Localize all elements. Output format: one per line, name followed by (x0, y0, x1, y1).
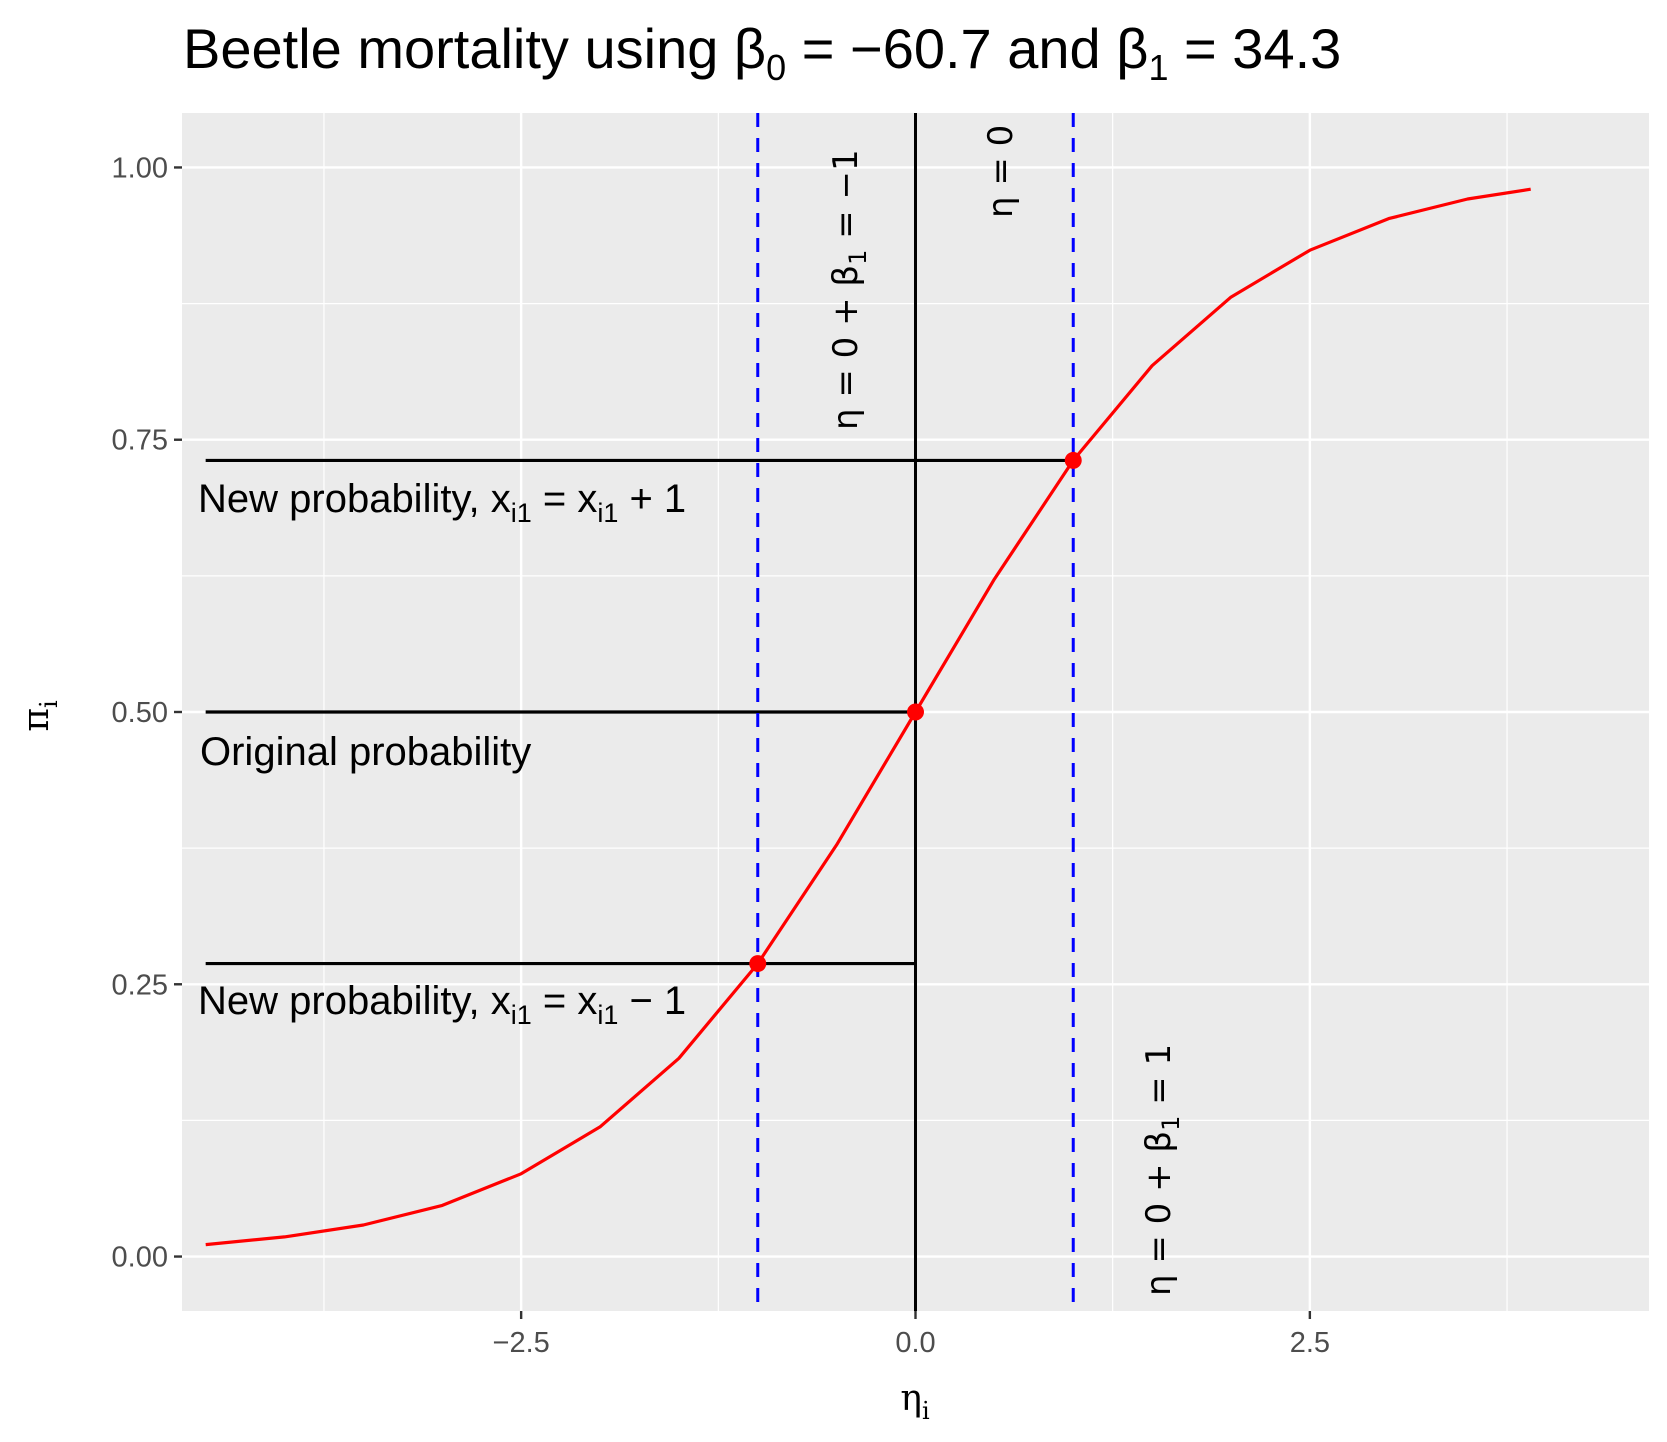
y-tick-label: 0.00 (112, 1242, 168, 1274)
y-axis-title: πi (16, 700, 63, 732)
annotation-subscript: i1 (597, 1000, 618, 1030)
data-point (1064, 451, 1082, 469)
chart-title-part: = −60.7 and β (786, 17, 1148, 80)
annotation-subscript: i1 (597, 498, 618, 528)
logistic-curve-line (205, 187, 1531, 1247)
data-point (749, 955, 767, 973)
chart-title-subscript: 0 (766, 47, 786, 88)
x-axis-title-subscript: i (922, 1397, 930, 1425)
chart-title-part: Beetle mortality using β (183, 17, 766, 80)
annotation-part: = x (532, 477, 598, 521)
series-lines (205, 187, 1531, 1247)
annotation-subscript: i1 (511, 1000, 532, 1030)
annotation-new-prob-plus: New probability, xi1 = xi1 + 1 (198, 477, 686, 528)
y-tick-label: 0.50 (112, 697, 168, 729)
annotation-part: η = 0 + β (1139, 1131, 1179, 1296)
annotation-eta-plus-one: η = 0 + β1 = 1 (1139, 1044, 1185, 1296)
x-tick-label: −2.5 (493, 1327, 550, 1359)
annotation-part: New probability, x (198, 477, 511, 521)
annotation-part: η = 0 + β (826, 265, 866, 430)
y-tick-label: 0.75 (112, 425, 168, 457)
annotation-original-prob: Original probability (200, 730, 531, 774)
x-tick-label: 0.0 (895, 1327, 935, 1359)
chart-title: Beetle mortality using β0 = −60.7 and β1… (183, 17, 1341, 88)
annotation-new-prob-minus: New probability, xi1 = xi1 − 1 (198, 979, 686, 1030)
probability-segments (205, 458, 1074, 966)
y-tick-label: 1.00 (112, 152, 168, 184)
axis-ticks: −2.5 0.0 2.5 0.00 0.25 0.50 0.75 1.00 (112, 152, 1330, 1359)
y-axis-title-subscript: i (35, 700, 63, 708)
data-points (749, 451, 1082, 973)
annotation-subscript: i1 (511, 498, 532, 528)
annotation-eta-zero: η = 0 (981, 125, 1021, 218)
annotation-subscript: 1 (844, 250, 872, 265)
annotation-eta-minus-one: η = 0 + β1 = −1 (826, 149, 872, 430)
chart-title-subscript: 1 (1148, 47, 1168, 88)
annotation-subscript: 1 (1157, 1116, 1185, 1131)
annotation-part: + 1 (618, 477, 686, 521)
annotation-part: New probability, x (198, 979, 511, 1023)
x-axis-title: ηi (900, 1378, 930, 1425)
annotation-part: − 1 (618, 979, 686, 1023)
x-axis-title-part: η (900, 1378, 922, 1419)
y-axis-title-part: π (16, 708, 57, 732)
annotation-part: = x (532, 979, 598, 1023)
annotation-part: = 1 (1139, 1044, 1179, 1116)
y-tick-label: 0.25 (112, 969, 168, 1001)
annotation-part: = −1 (826, 149, 866, 249)
chart-title-part: = 34.3 (1168, 17, 1341, 80)
x-tick-label: 2.5 (1290, 1327, 1330, 1359)
data-point (907, 703, 924, 721)
